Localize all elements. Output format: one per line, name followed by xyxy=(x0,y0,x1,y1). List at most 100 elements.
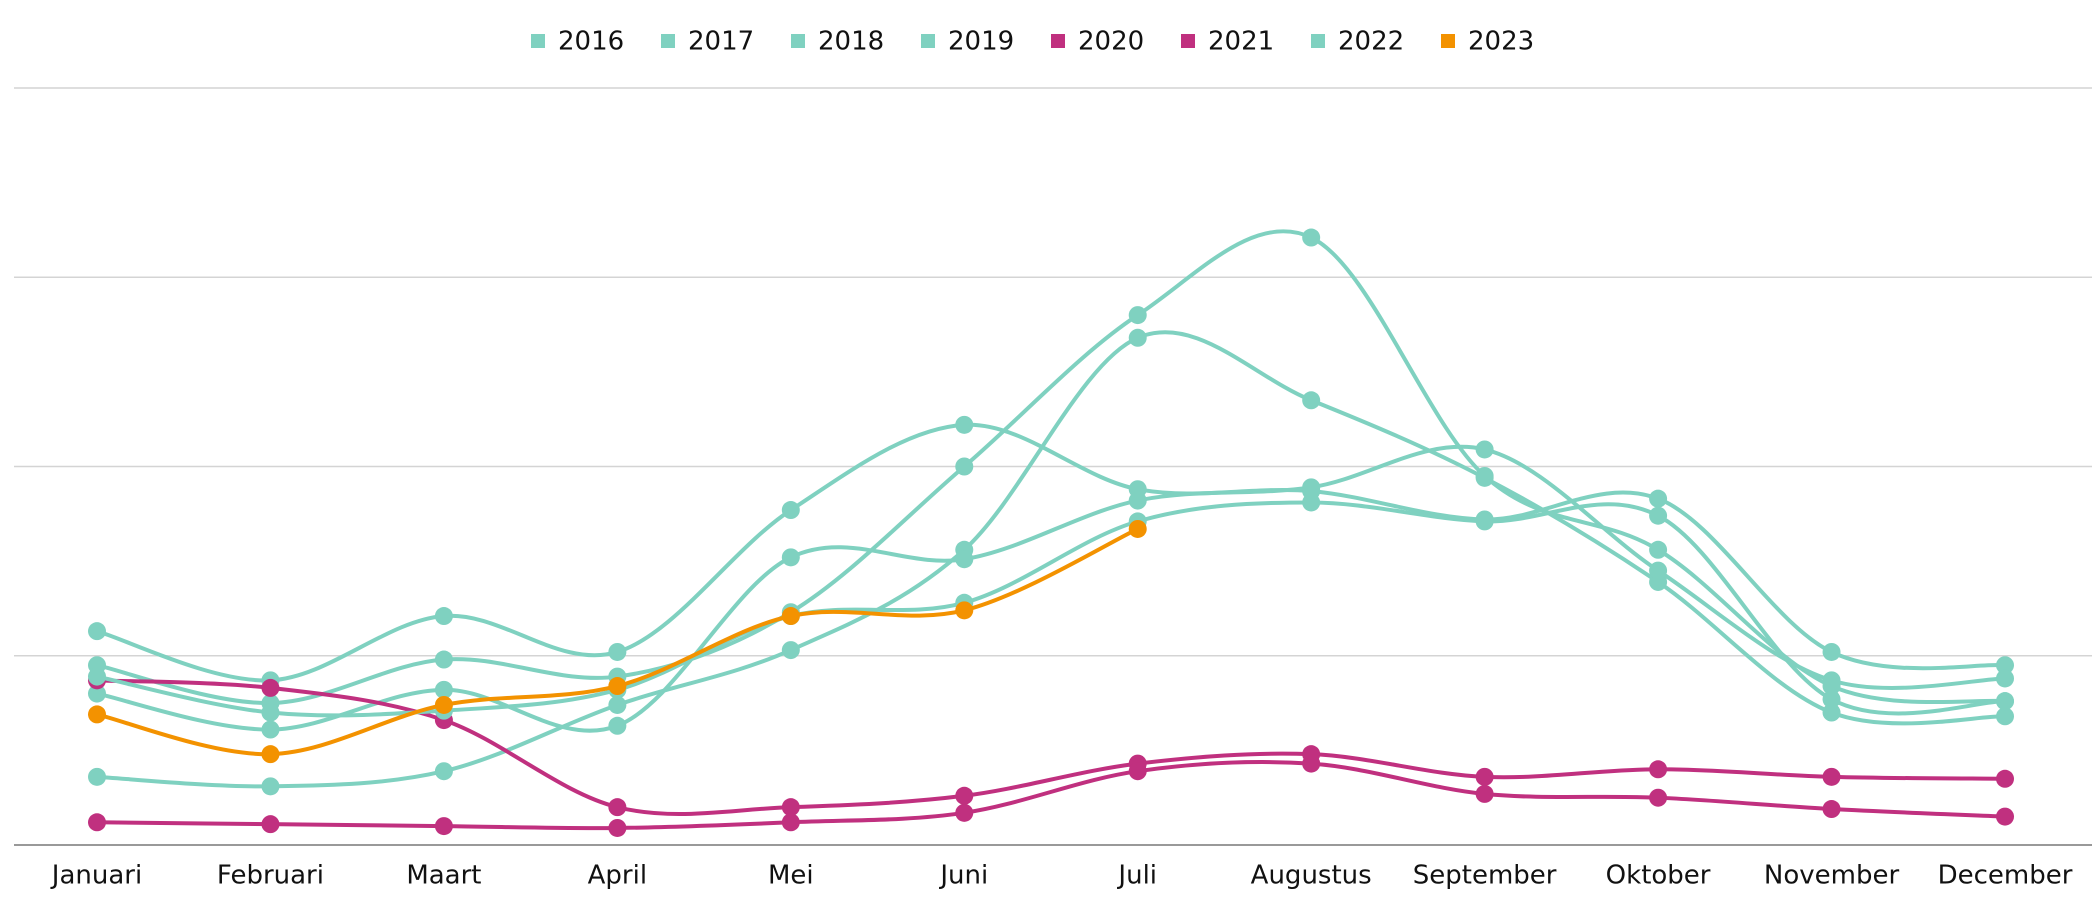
series-line xyxy=(96,330,2006,789)
data-point xyxy=(434,817,453,836)
data-point xyxy=(1822,671,1841,690)
series-line xyxy=(96,678,2006,817)
data-point xyxy=(608,716,627,735)
data-point xyxy=(955,457,974,476)
legend-marker xyxy=(921,34,935,48)
data-point xyxy=(1649,788,1668,807)
data-point xyxy=(261,720,280,739)
data-point xyxy=(88,767,106,786)
data-point xyxy=(1128,491,1147,510)
series-line xyxy=(96,500,2006,718)
data-point xyxy=(1649,489,1668,508)
data-point xyxy=(955,415,974,434)
data-point xyxy=(1822,703,1841,722)
x-tick-label: Mei xyxy=(768,861,814,891)
data-point xyxy=(1996,707,2014,726)
legend-marker xyxy=(531,34,545,48)
data-point xyxy=(1649,760,1668,779)
x-tick-label: Februari xyxy=(217,861,324,891)
legend-label: 2020 xyxy=(1078,27,1144,57)
data-point xyxy=(434,762,453,781)
data-point xyxy=(781,501,800,520)
data-point xyxy=(608,677,627,696)
data-point xyxy=(1996,669,2014,688)
legend-label: 2016 xyxy=(558,27,624,57)
data-point xyxy=(1475,468,1494,487)
legend-label: 2018 xyxy=(818,27,884,57)
x-tick-label: Juli xyxy=(1116,861,1157,891)
legend-marker xyxy=(1441,34,1455,48)
data-point xyxy=(434,650,453,669)
x-tick-label: Juni xyxy=(938,861,988,891)
data-point xyxy=(1649,506,1668,525)
data-point xyxy=(1822,800,1841,819)
data-point xyxy=(1302,493,1321,512)
data-point xyxy=(1128,306,1147,325)
data-point xyxy=(1996,692,2014,711)
x-tick-label: Augustus xyxy=(1251,861,1372,891)
legend-label: 2023 xyxy=(1468,27,1534,57)
series-line xyxy=(96,422,2006,683)
data-point xyxy=(88,622,106,641)
data-point xyxy=(1128,519,1147,538)
data-point xyxy=(261,678,280,697)
legend-marker xyxy=(791,34,805,48)
data-point xyxy=(1649,540,1668,559)
data-point xyxy=(88,705,106,724)
data-point xyxy=(608,818,627,837)
data-point xyxy=(781,548,800,567)
data-point xyxy=(88,667,106,686)
legend-label: 2017 xyxy=(688,27,754,57)
x-tick-label: November xyxy=(1764,861,1900,891)
data-point xyxy=(608,798,627,817)
data-point xyxy=(261,777,280,796)
x-tick-label: April xyxy=(588,861,647,891)
data-point xyxy=(781,798,800,817)
data-point xyxy=(1128,762,1147,781)
data-point xyxy=(608,695,627,714)
data-point xyxy=(1128,328,1147,347)
x-tick-label: September xyxy=(1413,861,1557,891)
data-point xyxy=(1996,656,2014,675)
series-line xyxy=(96,444,2006,733)
data-point xyxy=(261,745,280,764)
data-point xyxy=(781,813,800,832)
x-tick-label: Maart xyxy=(406,861,481,891)
x-tick-label: Oktober xyxy=(1606,861,1711,891)
data-point xyxy=(434,695,453,714)
data-point xyxy=(1475,440,1494,459)
data-point xyxy=(88,813,106,832)
legend-label: 2022 xyxy=(1338,27,1404,57)
data-point xyxy=(1302,478,1321,497)
data-point xyxy=(955,601,974,620)
data-point xyxy=(1996,807,2014,826)
data-point xyxy=(434,607,453,626)
data-point xyxy=(1302,391,1321,410)
legend-marker xyxy=(1051,34,1065,48)
data-point xyxy=(434,680,453,699)
series-line xyxy=(96,760,2006,831)
data-point xyxy=(1996,769,2014,788)
x-tick-label: December xyxy=(1938,861,2073,891)
data-point xyxy=(781,607,800,626)
data-point xyxy=(261,815,280,834)
legend-label: 2021 xyxy=(1208,27,1274,57)
data-point xyxy=(1475,767,1494,786)
data-point xyxy=(781,641,800,660)
data-point xyxy=(88,684,106,703)
legend-label: 2019 xyxy=(948,27,1014,57)
data-point xyxy=(955,786,974,805)
data-point xyxy=(1302,754,1321,773)
data-point xyxy=(1475,512,1494,531)
legend-marker xyxy=(661,34,675,48)
data-point xyxy=(1822,767,1841,786)
data-point xyxy=(955,803,974,822)
data-point xyxy=(1822,642,1841,661)
x-tick-label: Januari xyxy=(50,861,142,891)
legend-marker xyxy=(1311,34,1325,48)
data-point xyxy=(955,550,974,569)
data-point xyxy=(1302,228,1321,247)
data-point xyxy=(608,642,627,661)
data-point xyxy=(1822,690,1841,709)
